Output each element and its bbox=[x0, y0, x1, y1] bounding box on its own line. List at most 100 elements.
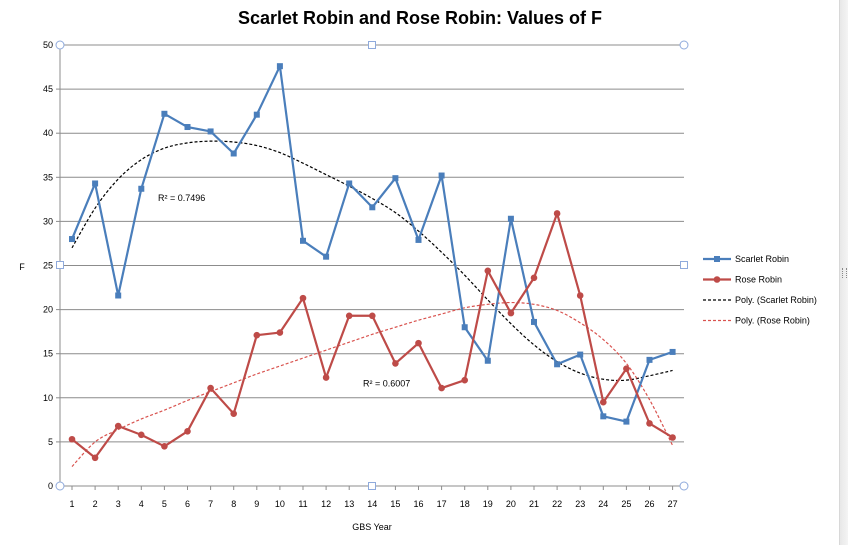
data-point-scarlet-robin-2[interactable] bbox=[92, 180, 99, 187]
y-tick-label-50: 50 bbox=[43, 40, 53, 50]
data-point-rose-robin-9[interactable] bbox=[253, 331, 261, 339]
y-tick-label-25: 25 bbox=[43, 261, 53, 271]
data-point-rose-robin-26[interactable] bbox=[646, 420, 653, 427]
resize-handle-left[interactable] bbox=[56, 261, 64, 269]
x-tick-label-7: 7 bbox=[208, 499, 213, 509]
data-point-scarlet-robin-26[interactable] bbox=[646, 356, 653, 363]
x-tick-label-1: 1 bbox=[69, 499, 74, 509]
data-point-rose-robin-27[interactable] bbox=[669, 434, 676, 441]
x-tick-label-19: 19 bbox=[483, 499, 493, 509]
data-point-scarlet-robin-24[interactable] bbox=[600, 413, 607, 420]
data-point-rose-robin-1[interactable] bbox=[68, 435, 76, 443]
data-point-rose-robin-20[interactable] bbox=[507, 309, 515, 317]
data-point-rose-robin-16[interactable] bbox=[415, 339, 422, 347]
data-point-scarlet-robin-8[interactable] bbox=[230, 150, 237, 157]
x-tick-label-10: 10 bbox=[275, 499, 285, 509]
legend-label-poly-rose-robin: Poly. (Rose Robin) bbox=[735, 316, 810, 326]
data-point-rose-robin-18[interactable] bbox=[461, 376, 469, 384]
r-squared-rose: R² = 0.6007 bbox=[363, 378, 410, 388]
data-point-scarlet-robin-10[interactable] bbox=[276, 63, 283, 70]
data-point-rose-robin-21[interactable] bbox=[530, 274, 538, 282]
resize-grip[interactable] bbox=[842, 268, 847, 278]
data-point-rose-robin-7[interactable] bbox=[207, 384, 214, 392]
x-tick-label-12: 12 bbox=[321, 499, 331, 509]
series-line-scarlet-robin[interactable] bbox=[70, 65, 673, 423]
resize-handle-top-left[interactable] bbox=[55, 40, 65, 50]
data-point-rose-robin-22[interactable] bbox=[553, 210, 561, 217]
data-point-scarlet-robin-13[interactable] bbox=[346, 180, 353, 187]
data-point-scarlet-robin-15[interactable] bbox=[392, 175, 399, 182]
y-tick-label-10: 10 bbox=[43, 393, 53, 403]
legend[interactable]: Scarlet Robin Rose Robin Poly. (Scarlet Ro… bbox=[703, 254, 817, 326]
data-point-rose-robin-5[interactable] bbox=[161, 443, 168, 450]
data-point-scarlet-robin-21[interactable] bbox=[531, 318, 537, 325]
resize-handle-bottom-right[interactable] bbox=[679, 481, 689, 491]
x-tick-label-2: 2 bbox=[93, 499, 98, 509]
x-tick-label-20: 20 bbox=[506, 499, 516, 509]
data-point-rose-robin-23[interactable] bbox=[576, 292, 584, 299]
x-tick-label-27: 27 bbox=[668, 499, 678, 509]
resize-handle-top[interactable] bbox=[368, 41, 376, 49]
x-tick-label-17: 17 bbox=[437, 499, 447, 509]
resize-handle-right[interactable] bbox=[680, 261, 688, 269]
data-point-scarlet-robin-19[interactable] bbox=[484, 357, 491, 364]
data-point-rose-robin-10[interactable] bbox=[276, 329, 284, 336]
y-tick-label-35: 35 bbox=[43, 172, 53, 182]
y-tick-label-45: 45 bbox=[43, 84, 53, 94]
data-point-rose-robin-25[interactable] bbox=[623, 365, 630, 372]
y-tick-label-40: 40 bbox=[43, 128, 53, 138]
x-tick-label-4: 4 bbox=[139, 499, 144, 509]
x-axis-ticks: 1 2 3 4 5 6 7 8 9 10 11 12 13 14 15 16 17 18 19 20 21 22 23 24 2… bbox=[69, 486, 678, 509]
data-point-scarlet-robin-27[interactable] bbox=[669, 348, 676, 355]
data-point-rose-robin-2[interactable] bbox=[91, 454, 99, 462]
data-point-scarlet-robin-1[interactable] bbox=[69, 236, 75, 243]
data-point-scarlet-robin-17[interactable] bbox=[438, 172, 445, 179]
x-tick-label-16: 16 bbox=[413, 499, 423, 509]
resize-handle-bottom[interactable] bbox=[368, 482, 376, 490]
data-point-scarlet-robin-3[interactable] bbox=[115, 292, 122, 299]
data-point-rose-robin-13[interactable] bbox=[345, 312, 353, 320]
data-point-rose-robin-11[interactable] bbox=[299, 294, 307, 302]
data-point-rose-robin-14[interactable] bbox=[369, 312, 376, 320]
x-tick-label-26: 26 bbox=[644, 499, 654, 509]
y-tick-label-20: 20 bbox=[43, 305, 53, 315]
data-point-scarlet-robin-20[interactable] bbox=[507, 215, 514, 222]
data-point-scarlet-robin-7[interactable] bbox=[207, 128, 214, 135]
data-point-scarlet-robin-5[interactable] bbox=[161, 110, 168, 117]
data-point-rose-robin-3[interactable] bbox=[114, 422, 122, 430]
data-point-scarlet-robin-4[interactable] bbox=[138, 185, 145, 192]
data-point-scarlet-robin-11[interactable] bbox=[300, 237, 306, 244]
data-point-rose-robin-24[interactable] bbox=[600, 398, 607, 406]
data-point-scarlet-robin-18[interactable] bbox=[461, 324, 468, 331]
data-point-scarlet-robin-6[interactable] bbox=[184, 124, 191, 131]
resize-handle-bottom-left[interactable] bbox=[55, 481, 65, 491]
data-point-scarlet-robin-14[interactable] bbox=[369, 204, 376, 211]
data-point-rose-robin-15[interactable] bbox=[392, 360, 399, 367]
data-point-scarlet-robin-9[interactable] bbox=[253, 111, 260, 118]
data-point-scarlet-robin-25[interactable] bbox=[623, 418, 630, 425]
y-tick-label-30: 30 bbox=[43, 216, 53, 226]
y-tick-label-15: 15 bbox=[43, 349, 53, 359]
data-point-rose-robin-19[interactable] bbox=[484, 267, 492, 275]
x-tick-label-9: 9 bbox=[254, 499, 259, 509]
resize-handle-top-right[interactable] bbox=[679, 40, 689, 50]
data-point-rose-robin-6[interactable] bbox=[184, 428, 191, 435]
x-tick-label-15: 15 bbox=[390, 499, 400, 509]
chart-title: Scarlet Robin and Rose Robin: Values of … bbox=[237, 8, 603, 28]
data-point-scarlet-robin-22[interactable] bbox=[554, 361, 561, 368]
trendlines bbox=[71, 140, 674, 468]
data-point-scarlet-robin-16[interactable] bbox=[415, 236, 422, 243]
data-point-scarlet-robin-23[interactable] bbox=[577, 351, 584, 358]
x-tick-label-11: 11 bbox=[298, 499, 307, 509]
data-point-rose-robin-8[interactable] bbox=[230, 410, 237, 417]
gridlines bbox=[59, 44, 684, 487]
data-point-rose-robin-12[interactable] bbox=[322, 374, 330, 381]
data-point-rose-robin-4[interactable] bbox=[138, 431, 145, 439]
series-line-rose-robin[interactable] bbox=[71, 212, 674, 459]
r-squared-scarlet: R² = 0.7496 bbox=[158, 193, 205, 203]
y-axis-title: F bbox=[19, 262, 25, 272]
data-point-rose-robin-17[interactable] bbox=[438, 384, 445, 392]
selection-handles bbox=[55, 40, 689, 491]
data-point-scarlet-robin-12[interactable] bbox=[323, 253, 330, 260]
